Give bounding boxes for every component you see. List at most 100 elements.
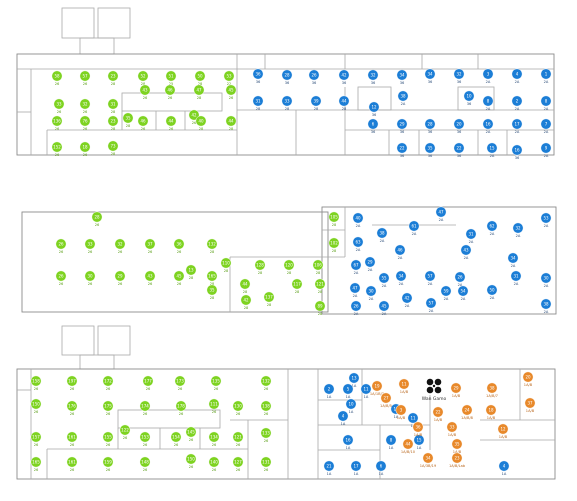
access-point-dot[interactable] bbox=[107, 115, 119, 127]
access-point-dot[interactable] bbox=[540, 118, 552, 130]
access-point-dot[interactable] bbox=[540, 68, 552, 80]
access-point-marker[interactable]: 140 26 bbox=[208, 456, 220, 472]
access-point-marker[interactable]: 154 26 bbox=[170, 431, 182, 447]
access-point-dot[interactable] bbox=[352, 212, 364, 224]
access-point-marker[interactable]: 44 28 bbox=[225, 115, 237, 131]
access-point-marker[interactable]: 23 28 bbox=[107, 115, 119, 131]
access-point-dot[interactable] bbox=[314, 300, 326, 312]
access-point-marker[interactable]: 45 2A bbox=[378, 300, 390, 316]
access-point-dot[interactable] bbox=[453, 68, 465, 80]
access-point-dot[interactable] bbox=[30, 375, 42, 387]
access-point-marker[interactable]: 76 26 bbox=[79, 115, 91, 131]
access-point-marker[interactable]: 29 2A bbox=[364, 256, 376, 272]
access-point-dot[interactable] bbox=[368, 101, 380, 113]
access-point-marker[interactable]: 73 28 bbox=[107, 140, 119, 156]
access-point-marker[interactable]: 30 2A bbox=[540, 272, 552, 288]
access-point-dot[interactable] bbox=[51, 115, 63, 127]
access-point-marker[interactable]: 29 26 bbox=[114, 270, 126, 286]
access-point-marker[interactable]: 4 1A bbox=[337, 410, 349, 426]
access-point-marker[interactable]: 136 26 bbox=[51, 115, 63, 131]
access-point-dot[interactable] bbox=[352, 236, 364, 248]
access-point-marker[interactable]: 10 1A bbox=[345, 398, 357, 414]
access-point-dot[interactable] bbox=[185, 264, 197, 276]
access-point-dot[interactable] bbox=[453, 142, 465, 154]
access-point-marker[interactable]: 8 2A bbox=[482, 95, 494, 111]
access-point-marker[interactable]: 22 36 bbox=[396, 142, 408, 158]
access-point-marker[interactable]: 40 2A bbox=[352, 212, 364, 228]
access-point-marker[interactable]: 7 2A bbox=[540, 118, 552, 134]
access-point-dot[interactable] bbox=[260, 375, 272, 387]
access-point-dot[interactable] bbox=[193, 84, 205, 96]
access-point-dot[interactable] bbox=[84, 238, 96, 250]
access-point-dot[interactable] bbox=[486, 284, 498, 296]
access-point-marker[interactable]: 6 1A bbox=[375, 460, 387, 476]
access-point-dot[interactable] bbox=[350, 300, 362, 312]
access-point-marker[interactable]: 21 1A bbox=[323, 460, 335, 476]
device-cluster-icon[interactable] bbox=[426, 378, 442, 394]
access-point-marker[interactable]: 130 26 bbox=[232, 400, 244, 416]
access-point-marker[interactable]: 153 26 bbox=[139, 431, 151, 447]
access-point-dot[interactable] bbox=[260, 400, 272, 412]
access-point-dot[interactable] bbox=[223, 70, 235, 82]
access-point-dot[interactable] bbox=[188, 109, 200, 121]
access-point-marker[interactable]: 12 1A/B bbox=[497, 423, 509, 439]
access-point-marker[interactable]: 34 36 bbox=[424, 68, 436, 84]
access-point-dot[interactable] bbox=[291, 278, 303, 290]
access-point-marker[interactable]: 3 1A/B bbox=[395, 404, 407, 420]
access-point-dot[interactable] bbox=[165, 115, 177, 127]
access-point-marker[interactable]: 175 26 bbox=[102, 400, 114, 416]
access-point-dot[interactable] bbox=[239, 278, 251, 290]
access-point-marker[interactable]: 36 36 bbox=[252, 68, 264, 84]
access-point-dot[interactable] bbox=[51, 141, 63, 153]
access-point-marker[interactable]: 32 2A bbox=[512, 222, 524, 238]
access-point-dot[interactable] bbox=[460, 244, 472, 256]
access-point-dot[interactable] bbox=[364, 256, 376, 268]
access-point-marker[interactable]: 38 2A bbox=[397, 90, 409, 106]
access-point-dot[interactable] bbox=[453, 118, 465, 130]
access-point-dot[interactable] bbox=[254, 259, 266, 271]
access-point-dot[interactable] bbox=[338, 95, 350, 107]
access-point-marker[interactable]: 159 26 bbox=[102, 456, 114, 472]
access-point-dot[interactable] bbox=[402, 438, 414, 450]
access-point-marker[interactable]: 32 26 bbox=[79, 98, 91, 114]
access-point-dot[interactable] bbox=[173, 238, 185, 250]
access-point-marker[interactable]: 53 22 bbox=[223, 70, 235, 86]
access-point-marker[interactable]: 28 26 bbox=[91, 211, 103, 227]
access-point-dot[interactable] bbox=[432, 406, 444, 418]
access-point-marker[interactable]: 59 2A bbox=[440, 285, 452, 301]
access-point-marker[interactable]: 42 28 bbox=[240, 294, 252, 310]
access-point-marker[interactable]: 8 2A bbox=[540, 95, 552, 111]
access-point-dot[interactable] bbox=[170, 431, 182, 443]
access-point-marker[interactable]: 27 1A/B/5 bbox=[380, 392, 392, 408]
access-point-marker[interactable]: 34 2A bbox=[395, 270, 407, 286]
access-point-marker[interactable]: 11 1A bbox=[360, 383, 372, 399]
access-point-dot[interactable] bbox=[540, 298, 552, 310]
access-point-dot[interactable] bbox=[345, 398, 357, 410]
access-point-dot[interactable] bbox=[281, 95, 293, 107]
access-point-marker[interactable]: 52 28 bbox=[137, 70, 149, 86]
access-point-marker[interactable]: 155 26 bbox=[102, 431, 114, 447]
access-point-marker[interactable]: 161 26 bbox=[66, 431, 78, 447]
access-point-marker[interactable]: 176 26 bbox=[66, 400, 78, 416]
access-point-marker[interactable]: 3 2A bbox=[482, 68, 494, 84]
access-point-dot[interactable] bbox=[66, 375, 78, 387]
access-point-dot[interactable] bbox=[107, 140, 119, 152]
access-point-dot[interactable] bbox=[482, 95, 494, 107]
access-point-dot[interactable] bbox=[185, 453, 197, 465]
access-point-marker[interactable]: 17 2A bbox=[511, 118, 523, 134]
access-point-marker[interactable]: 132 28 bbox=[206, 238, 218, 254]
access-point-marker[interactable]: 16 1A bbox=[342, 434, 354, 450]
access-point-dot[interactable] bbox=[328, 237, 340, 249]
access-point-marker[interactable]: 122 26 bbox=[119, 424, 131, 440]
access-point-marker[interactable]: 50 2A bbox=[486, 284, 498, 300]
access-point-dot[interactable] bbox=[314, 278, 326, 290]
access-point-dot[interactable] bbox=[252, 95, 264, 107]
access-point-marker[interactable]: 8 1A bbox=[385, 434, 397, 450]
access-point-marker[interactable]: 13 1A bbox=[348, 372, 360, 388]
access-point-marker[interactable]: 47 2A bbox=[435, 206, 447, 222]
access-point-dot[interactable] bbox=[465, 228, 477, 240]
access-point-marker[interactable]: 43 26 bbox=[144, 270, 156, 286]
access-point-dot[interactable] bbox=[102, 431, 114, 443]
